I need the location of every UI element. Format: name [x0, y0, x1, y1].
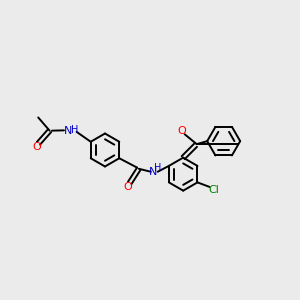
Text: H: H — [154, 163, 162, 173]
Text: Cl: Cl — [208, 185, 219, 195]
Text: H: H — [70, 125, 78, 135]
Text: O: O — [178, 126, 186, 136]
Text: N: N — [63, 126, 72, 136]
Text: O: O — [123, 182, 132, 192]
Text: O: O — [32, 142, 41, 152]
Text: N: N — [149, 167, 158, 177]
